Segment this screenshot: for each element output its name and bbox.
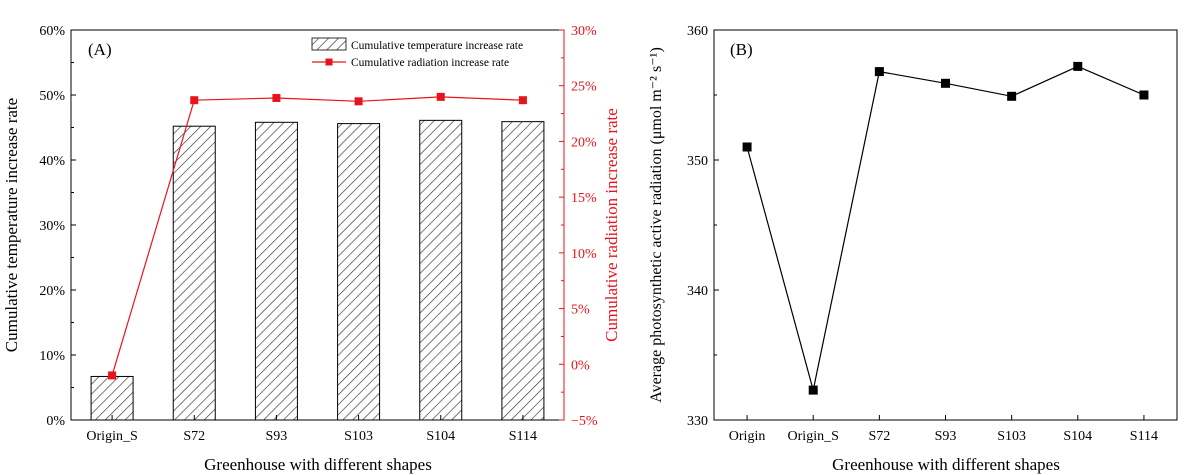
y-axis-label-right: Cumulative radiation increase rate — [602, 108, 621, 342]
bar — [254, 121, 298, 421]
x-tick-label: S93 — [266, 429, 288, 444]
y-tick-label-left: 10% — [39, 349, 65, 364]
data-point — [354, 97, 363, 106]
y-tick-label-left: 60% — [39, 24, 65, 39]
bar — [337, 123, 381, 421]
bar — [501, 121, 545, 421]
panel-label: (B) — [730, 40, 753, 59]
right-axis: −5% 0% 5% 10% 15% 20% 25% 30% — [559, 24, 598, 429]
y-tick-label-right: 0% — [571, 358, 590, 373]
legend-label-line: Cumulative radiation increase rate — [351, 57, 509, 69]
y-axis-label: Average photosynthetic active radiation … — [648, 47, 665, 403]
x-tick-label: S103 — [344, 429, 373, 444]
x-tick-label: Origin — [729, 429, 766, 444]
data-point — [272, 93, 281, 102]
series-line — [111, 96, 523, 376]
data-point — [874, 67, 884, 77]
x-tick-label: S72 — [868, 429, 890, 444]
y-tick-label: 350 — [687, 154, 708, 169]
y-tick-label-right: 5% — [571, 303, 590, 318]
x-tick-label: S104 — [1063, 429, 1092, 444]
x-axis: Origin Origin_S S72 S93 S103 S104 S114 — [729, 415, 1158, 444]
y-tick-label-right: 10% — [571, 247, 597, 262]
data-point — [190, 96, 199, 105]
plot-frame — [70, 29, 565, 421]
data-point — [742, 142, 752, 152]
bar — [172, 125, 216, 421]
x-tick-label: S114 — [509, 429, 537, 444]
bar — [419, 119, 463, 421]
chart-panel-b: (B) 330 340 350 360 Origin Origin_S S72 S93 S10… — [648, 24, 1178, 474]
y-tick-label-right: 20% — [571, 135, 597, 150]
legend-swatch-marker — [325, 58, 333, 66]
y-tick-label-left: 50% — [39, 89, 65, 104]
x-tick-label: S114 — [1130, 429, 1158, 444]
data-point — [518, 96, 527, 105]
x-tick-label: S103 — [997, 429, 1026, 444]
legend-label-bar: Cumulative temperature increase rate — [351, 40, 523, 52]
y-tick-label: 330 — [687, 414, 708, 429]
data-point — [1073, 61, 1083, 71]
x-axis-label: Greenhouse with different shapes — [832, 455, 1060, 474]
y-tick-label-right: 25% — [571, 80, 597, 95]
line-series — [108, 92, 527, 380]
data-point — [941, 78, 950, 88]
x-tick-label: S93 — [935, 429, 957, 444]
x-tick-label: S104 — [426, 429, 455, 444]
y-tick-label-left: 40% — [39, 154, 65, 169]
data-point — [808, 385, 818, 395]
y-axis-label-left: Cumulative temperature increase rate — [2, 98, 21, 352]
y-tick-label-right: 30% — [571, 24, 597, 39]
panel-label: (A) — [88, 40, 112, 59]
y-tick-label: 360 — [687, 24, 708, 39]
data-point — [436, 92, 445, 101]
data-point — [1139, 90, 1149, 100]
chart-panel-a: (A) 0% 10% 20% 30% 40% 50% 60% −5% 0% 5% 10% 15% 20… — [2, 24, 621, 474]
data-point — [1007, 91, 1017, 101]
x-tick-label: S72 — [183, 429, 205, 444]
x-axis: Origin_S S72 S93 S103 S104 S114 — [86, 415, 537, 444]
y-tick-label-right: 15% — [571, 191, 597, 206]
y-axis: 330 340 350 360 — [687, 24, 719, 429]
y-tick-label-left: 20% — [39, 284, 65, 299]
left-axis: 0% 10% 20% 30% 40% 50% 60% — [39, 24, 76, 429]
series-line — [746, 65, 1145, 391]
y-tick-label-left: 30% — [39, 219, 65, 234]
y-tick-label: 340 — [687, 284, 708, 299]
plot-frame — [713, 29, 1178, 421]
legend: Cumulative temperature increase rate Cum… — [311, 37, 523, 69]
data-point — [108, 371, 117, 380]
x-axis-label: Greenhouse with different shapes — [204, 455, 432, 474]
x-tick-label: Origin_S — [86, 429, 137, 444]
bar — [90, 375, 134, 421]
legend-swatch-bar — [311, 37, 347, 51]
line-series — [742, 61, 1149, 395]
y-tick-label-right: −5% — [571, 414, 598, 429]
bar-series — [90, 119, 545, 421]
y-tick-label-left: 0% — [46, 414, 65, 429]
x-tick-label: Origin_S — [788, 429, 839, 444]
